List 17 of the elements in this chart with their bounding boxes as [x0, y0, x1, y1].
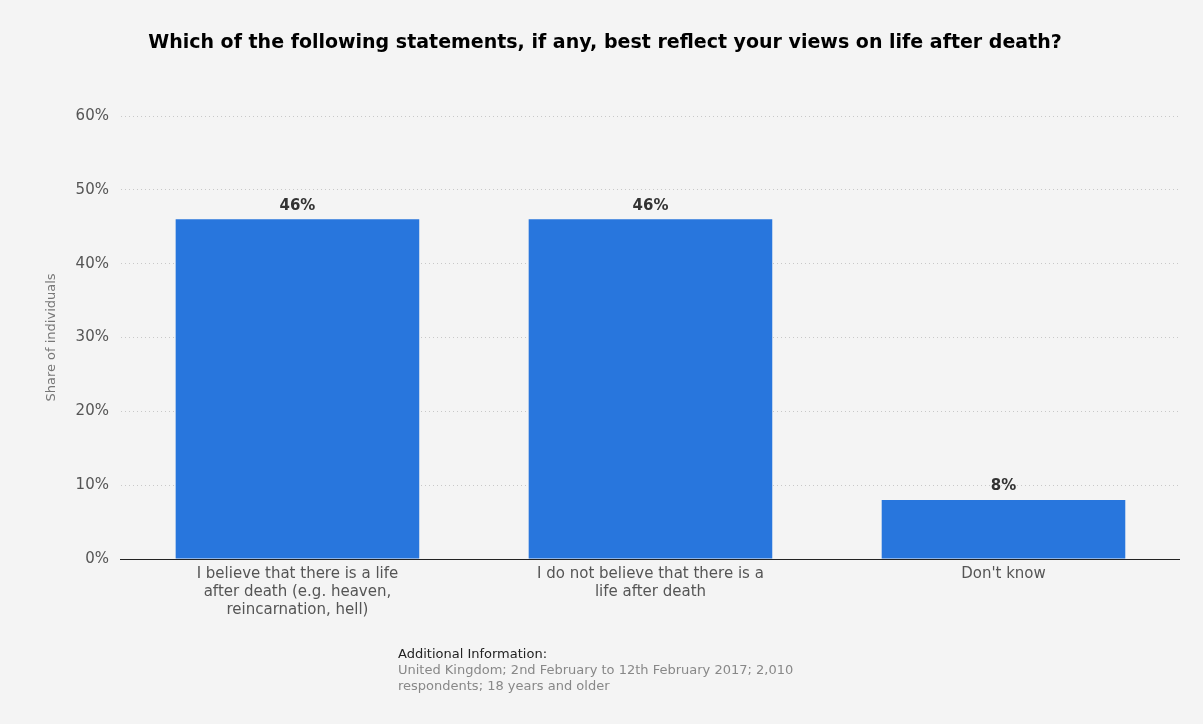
- y-tick-label: 40%: [75, 253, 109, 272]
- x-tick-label: Don't know: [961, 563, 1046, 582]
- x-tick-label: I believe that there is a life after death (e.g. heaven, reincarnation, hell): [196, 563, 399, 618]
- y-tick-label: 30%: [75, 327, 109, 346]
- chart-title: Which of the following statements, if any, best reflect your views on life after death?: [147, 29, 1063, 54]
- text: United Kingdom; 2nd February to 12th February 2017; 2,010 respondents; 18 years and older: [398, 662, 795, 694]
- x-tick-label: I do not believe that there is a life after death: [537, 563, 764, 600]
- y-tick-label: 10%: [75, 475, 109, 494]
- data-label: 8%: [990, 476, 1017, 495]
- y-axis-title: Share of individuals: [43, 273, 59, 402]
- text: Additional Information:: [398, 646, 549, 662]
- y-tick-label: 50%: [75, 179, 109, 198]
- data-label: 46%: [279, 195, 316, 214]
- y-tick-label: 0%: [85, 548, 109, 567]
- data-label: 46%: [632, 195, 669, 214]
- y-tick-label: 60%: [75, 105, 109, 124]
- y-tick-label: 20%: [75, 401, 109, 420]
